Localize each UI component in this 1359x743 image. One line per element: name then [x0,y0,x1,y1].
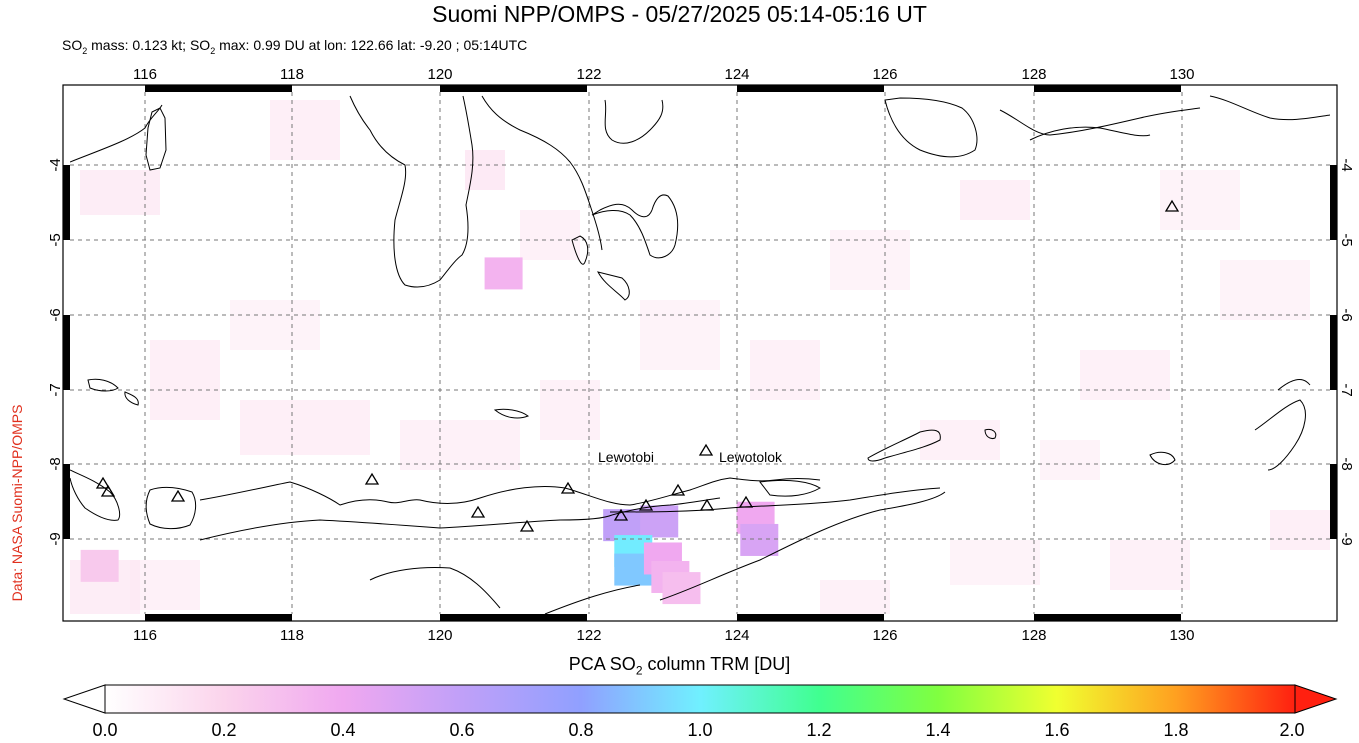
colorbar-min-arrow [62,684,106,714]
volcano-marker [519,519,535,532]
colorbar-tick: 0.6 [449,720,475,740]
lon-label: 128 [1021,627,1046,644]
volcano-marker [638,498,654,511]
volcano-marker [613,508,629,521]
lat-label: -7 [1338,383,1355,396]
lon-labels-bottom: 116 118 120 122 124 126 128 130 [133,627,1194,644]
colorbar-max-arrow [1294,684,1338,714]
lat-label: -5 [47,233,64,246]
lat-label: -5 [1338,233,1355,246]
lat-label: -4 [47,158,64,171]
subtitle: SO2 mass: 0.123 kt; SO2 max: 0.99 DU at … [62,37,528,56]
colorbar-gradient [104,684,1296,714]
volcano-label-lewotobi: Lewotobi [598,449,654,465]
so2-pixel [662,572,701,605]
lon-label: 126 [872,66,897,83]
so2-pixel [740,523,779,556]
volcano-marker [364,472,380,485]
lon-label: 120 [427,66,452,83]
lon-label: 130 [1169,66,1194,83]
volcano-marker [560,481,576,494]
colorbar-tick: 1.8 [1163,720,1189,740]
lat-label: -8 [47,457,64,470]
lon-labels-top: 116 118 120 122 124 126 128 130 [133,66,1194,83]
frame-tick-bars [63,85,1337,621]
volcano-marker [470,505,486,518]
colorbar-tick: 1.2 [806,720,832,740]
lat-labels-right: -4 -5 -6 -7 -8 -9 [1338,158,1355,545]
colorbar-tick: 0.2 [211,720,237,740]
lon-label: 116 [133,66,157,83]
map-grid [70,92,1330,614]
volcano-marker [698,443,714,456]
lat-label: -6 [47,308,64,321]
lon-label: 124 [724,627,749,644]
lon-label: 116 [133,627,157,644]
volcano-marker [1164,199,1180,212]
colorbar-tick: 0.4 [330,720,356,740]
lat-label: -6 [1338,308,1355,321]
so2-pixel [484,257,523,290]
lat-label: -7 [47,383,64,396]
lon-label: 120 [427,627,452,644]
lon-label: 122 [576,66,601,83]
volcano-marker [170,489,186,502]
coastlines [70,95,1330,614]
colorbar-tick: 1.0 [687,720,713,740]
colorbar-title: PCA SO2 column TRM [DU] [568,654,791,678]
lat-label: -9 [1338,532,1355,545]
colorbar-tick: 0.8 [568,720,594,740]
colorbar-tick: 2.0 [1279,720,1305,740]
colorbar-tick: 0.0 [92,720,118,740]
volcano-label-lewotolok: Lewotolok [719,449,783,465]
lon-label: 128 [1021,66,1046,83]
lat-label: -8 [1338,457,1355,470]
volcano-marker [95,476,111,489]
lat-label: -4 [1338,158,1355,171]
lon-label: 122 [576,627,601,644]
lat-labels-left: -4 -5 -6 -7 -8 -9 [47,158,64,545]
lon-label: 118 [280,627,304,644]
lon-label: 118 [280,66,304,83]
volcano-marker [670,483,686,496]
lat-label: -9 [47,532,64,545]
volcano-marker [738,495,754,508]
lon-label: 124 [724,66,749,83]
lon-label: 126 [872,627,897,644]
so2-pixel [80,549,119,582]
page-title: Suomi NPP/OMPS - 05/27/2025 05:14-05:16 … [432,1,927,27]
colorbar [62,684,1338,714]
volcano-markers [95,199,1180,532]
lon-label: 130 [1169,627,1194,644]
volcano-marker [100,484,116,497]
colorbar-tick: 1.6 [1044,720,1070,740]
colorbar-tick: 1.4 [925,720,951,740]
volcano-marker [699,498,715,511]
